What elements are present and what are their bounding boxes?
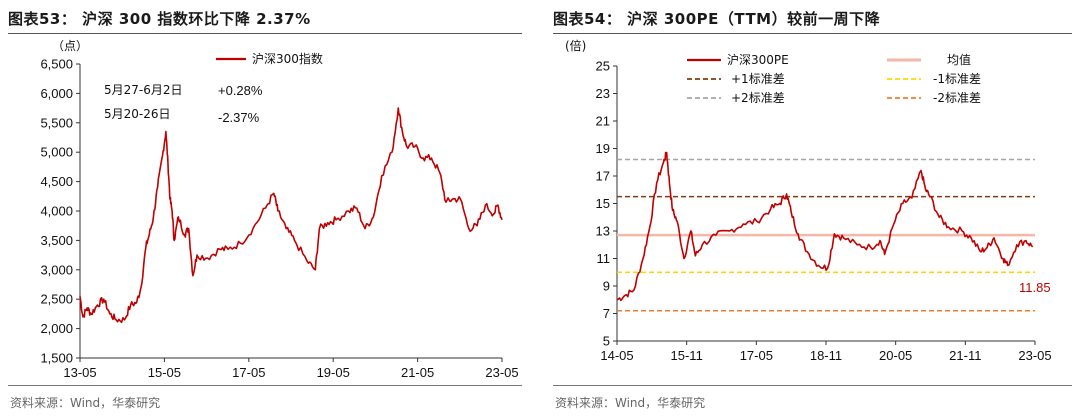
left-y-tick-label: 6,500	[40, 57, 73, 72]
left-x-tick-label: 17-05	[232, 365, 265, 380]
right-y-tick-label: 21	[596, 114, 610, 129]
right-legend-label-plus1: +1标准差	[731, 72, 785, 86]
left-axes: 1,500 2,000 2,500 3,000 3,500 4,000 4,500 5,000…	[40, 57, 518, 381]
left-y-tick-label: 6,000	[40, 86, 73, 101]
right-y-tick-label: 23	[596, 86, 610, 101]
left-chart-title: 图表53： 沪深 300 指数环比下降 2.37%	[8, 10, 311, 28]
left-y-tick-label: 5,000	[40, 145, 73, 160]
left-chart-svg: （点） 沪深300指数 5月27-6月2日 +0.28% 5月20-26日 -2…	[40, 39, 518, 381]
left-y-tick-label: 3,500	[40, 233, 73, 248]
right-x-tick-label: 20-05	[879, 348, 912, 363]
left-series-layer	[79, 107, 503, 324]
right-legend-label-mean: 均值	[947, 52, 971, 67]
left-y-tick-label: 4,000	[40, 204, 73, 219]
left-x-tick-label: 15-05	[148, 365, 181, 380]
right-y-tick-label: 13	[596, 224, 610, 239]
left-title-rule	[8, 33, 522, 34]
left-legend-label: 沪深300指数	[252, 51, 323, 66]
left-y-tick-label: 5,500	[40, 115, 73, 130]
right-unit-label: (倍)	[565, 38, 586, 53]
right-series-line	[616, 151, 1034, 302]
right-legend-label-minus1: -1标准差	[933, 72, 981, 86]
left-x-tick-label: 13-05	[63, 365, 96, 380]
right-chart-svg: (倍) 沪深300PE 均值 +1标准差 -1标准差 +2标准差 -2标准差 5…	[565, 38, 1052, 364]
left-y-tick-label: 4,500	[40, 174, 73, 189]
right-legend-label-minus2: -2标准差	[933, 91, 981, 105]
left-y-tick-label: 1,500	[40, 351, 73, 366]
left-y-tick-label: 2,500	[40, 292, 73, 307]
right-axes: 5 7 9 11 13 15 17 19 21 23 25 14-05 15-11 17-05 18-11 2…	[596, 59, 1052, 364]
right-title-rule	[553, 33, 1072, 34]
right-source-rule	[553, 385, 1072, 386]
right-source-note: 资料来源：Wind，华泰研究	[555, 396, 706, 410]
right-chart-title: 图表54： 沪深 300PE（TTM）较前一周下降	[553, 10, 881, 28]
right-y-tick-label: 17	[596, 169, 610, 184]
left-x-tick-label: 19-05	[317, 365, 350, 380]
right-x-tick-label: 15-11	[671, 348, 703, 363]
right-y-tick-label: 9	[603, 279, 610, 294]
left-y-tick-label: 3,000	[40, 262, 73, 277]
right-legend-label-pe: 沪深300PE	[727, 53, 789, 67]
annotation-period-1: 5月27-6月2日	[104, 83, 183, 97]
right-x-tick-label: 23-05	[1018, 348, 1051, 363]
left-source-rule	[8, 385, 522, 386]
left-unit-label: （点）	[52, 39, 88, 53]
left-chart-panel: 图表53： 沪深 300 指数环比下降 2.37% （点） 沪深300指数 5月…	[0, 0, 530, 420]
right-x-tick-label: 17-05	[740, 348, 773, 363]
right-y-tick-label: 7	[603, 306, 610, 321]
right-y-tick-label: 5	[603, 334, 610, 349]
left-series-line	[79, 107, 503, 324]
right-chart-panel: 图表54： 沪深 300PE（TTM）较前一周下降 (倍) 沪深300PE 均值…	[545, 0, 1080, 420]
right-y-tick-label: 11	[597, 251, 611, 266]
left-x-tick-label: 23-05	[485, 365, 518, 380]
right-y-tick-label: 19	[596, 141, 610, 156]
right-x-tick-label: 14-05	[600, 348, 633, 363]
right-legend-label-plus2: +2标准差	[731, 91, 785, 105]
right-y-tick-label: 25	[596, 59, 610, 74]
annotation-change-2: -2.37%	[218, 110, 260, 125]
right-last-value-label: 11.85	[1019, 280, 1051, 295]
right-series-layer	[616, 151, 1034, 302]
left-y-tick-label: 2,000	[40, 321, 73, 336]
right-x-tick-label: 18-11	[810, 348, 842, 363]
annotation-period-2: 5月20-26日	[104, 107, 171, 121]
left-x-tick-label: 21-05	[401, 365, 434, 380]
annotation-change-1: +0.28%	[218, 83, 263, 98]
right-x-tick-label: 21-11	[949, 348, 981, 363]
left-source-note: 资料来源：Wind，华泰研究	[10, 396, 161, 410]
right-y-tick-label: 15	[596, 196, 610, 211]
